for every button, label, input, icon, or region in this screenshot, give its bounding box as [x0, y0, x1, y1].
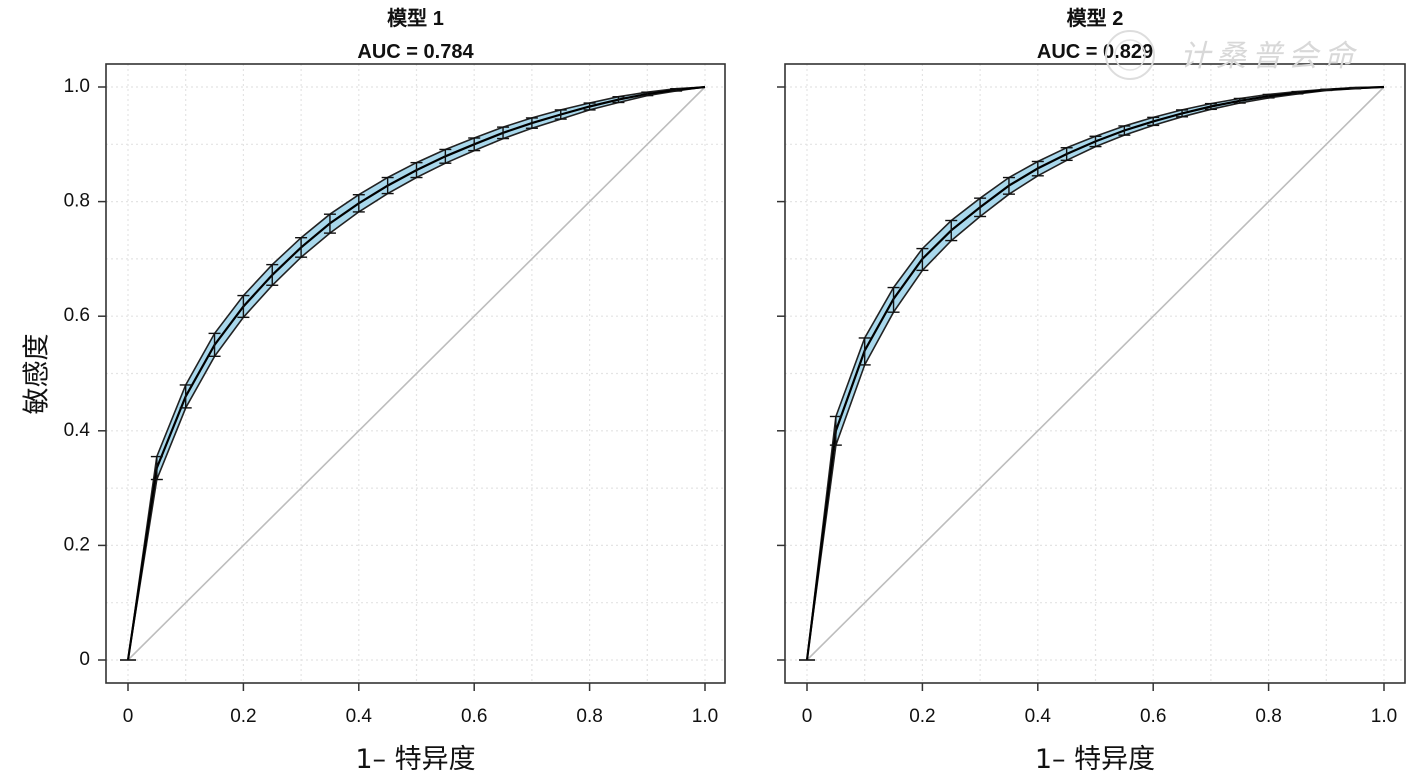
y-tick-label: 0	[79, 649, 90, 670]
reference-diagonal-line	[127, 86, 706, 661]
x-axis-label: 1– 特异度	[355, 744, 475, 775]
x-tick-label: 0.8	[576, 706, 602, 727]
x-tick-label: 1.0	[692, 706, 718, 727]
x-tick-label: 0	[802, 706, 813, 727]
watermark-text: 计桑普会命	[1180, 39, 1360, 74]
x-tick-label: 0.4	[1025, 706, 1052, 727]
plot-frame	[784, 63, 1406, 684]
watermark-seal-inner	[1114, 39, 1146, 71]
x-tick-label: 0	[123, 706, 134, 727]
x-tick-label: 0.4	[346, 706, 373, 727]
x-tick-label: 0.2	[230, 706, 256, 727]
chart-subtitle-auc: AUC = 0.784	[357, 41, 474, 63]
watermark: 计桑普会命	[1105, 30, 1360, 80]
chart-subtitle-auc: AUC = 0.829	[1037, 41, 1153, 63]
y-tick-label: 0.2	[64, 534, 90, 555]
chart-panel-2: 0 0.2 0.4 0.6 0.8 1.0 模型 2 AUC = 0.829 1– 特异度	[777, 6, 1406, 775]
x-tick-label: 0.8	[1255, 706, 1281, 727]
x-tick-label: 0.6	[1140, 706, 1166, 727]
y-tick-label: 0.4	[64, 420, 91, 441]
x-tick-label: 1.0	[1371, 706, 1397, 727]
y-axis-label: 敏感度	[22, 334, 53, 415]
y-tick-label: 0.6	[64, 305, 90, 326]
reference-diagonal-line	[806, 86, 1385, 661]
y-tick-label: 0.8	[64, 191, 90, 212]
plot-frame	[105, 63, 726, 684]
x-tick-label: 0.6	[461, 706, 487, 727]
x-axis-label: 1– 特异度	[1035, 744, 1155, 775]
chart-panel-1: 0 0 0.2 0.2 0.4 0.4 0.6 0.6 0.8 0.8 1.0 1.0 模型 1 AUC …	[64, 6, 726, 775]
watermark-seal-icon	[1105, 30, 1155, 80]
chart-title: 模型 2	[1067, 6, 1124, 30]
x-tick-label: 0.2	[909, 706, 935, 727]
chart-title: 模型 1	[387, 6, 444, 30]
y-tick-label: 1.0	[64, 76, 90, 97]
